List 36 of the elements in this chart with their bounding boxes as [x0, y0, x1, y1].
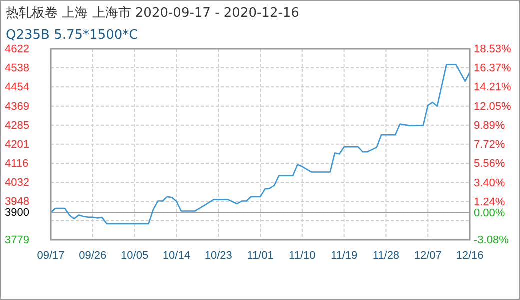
y-tick-label: 4538	[5, 62, 30, 75]
x-tick-label: 11/01	[247, 250, 274, 262]
x-tick-label: 10/23	[204, 250, 232, 262]
x-tick-label: 12/07	[414, 250, 442, 262]
y2-tick-label: 16.37%	[474, 62, 512, 75]
x-tick-label: 09/17	[37, 250, 65, 262]
x-tick-label: 10/14	[162, 250, 190, 262]
x-tick-label: 11/10	[289, 250, 316, 262]
x-tick-label: 09/26	[79, 250, 107, 262]
x-tick-label: 12/16	[456, 250, 484, 262]
x-tick-label: 10/05	[121, 250, 149, 262]
y2-tick-label: 12.05%	[474, 100, 512, 113]
y-tick-label: 4201	[5, 138, 30, 151]
y-tick-label: 3900	[5, 207, 30, 220]
x-tick-label: 11/19	[330, 250, 358, 262]
x-tick-label: 11/28	[372, 250, 400, 262]
chart-subtitle: Q235B 5.75*1500*C	[6, 28, 138, 43]
y2-tick-label: 0.00%	[474, 207, 506, 220]
y2-tick-label: 1.24%	[474, 196, 506, 208]
y2-tick-label: -3.08%	[474, 234, 510, 247]
chart-title: 热轧板卷 上海 上海市 2020-09-17 - 2020-12-16	[6, 6, 300, 21]
y2-tick-label: 14.21%	[474, 82, 512, 94]
y-tick-label: 4116	[5, 158, 29, 170]
y-tick-label: 4369	[5, 100, 30, 113]
y-tick-label: 4285	[5, 120, 30, 132]
y2-tick-label: 3.40%	[474, 177, 506, 190]
y2-tick-label: 5.56%	[474, 158, 506, 170]
line-series	[50, 64, 471, 225]
y-tick-label: 4454	[5, 82, 30, 94]
y-tick-label: 3779	[5, 234, 30, 247]
y-tick-label: 4032	[5, 177, 30, 190]
y-tick-label: 3948	[5, 196, 30, 208]
y2-tick-label: 9.89%	[474, 120, 506, 132]
y2-tick-label: 7.72%	[474, 139, 506, 152]
y-tick-label: 4622	[5, 44, 30, 56]
y2-tick-label: 18.53%	[474, 44, 512, 56]
